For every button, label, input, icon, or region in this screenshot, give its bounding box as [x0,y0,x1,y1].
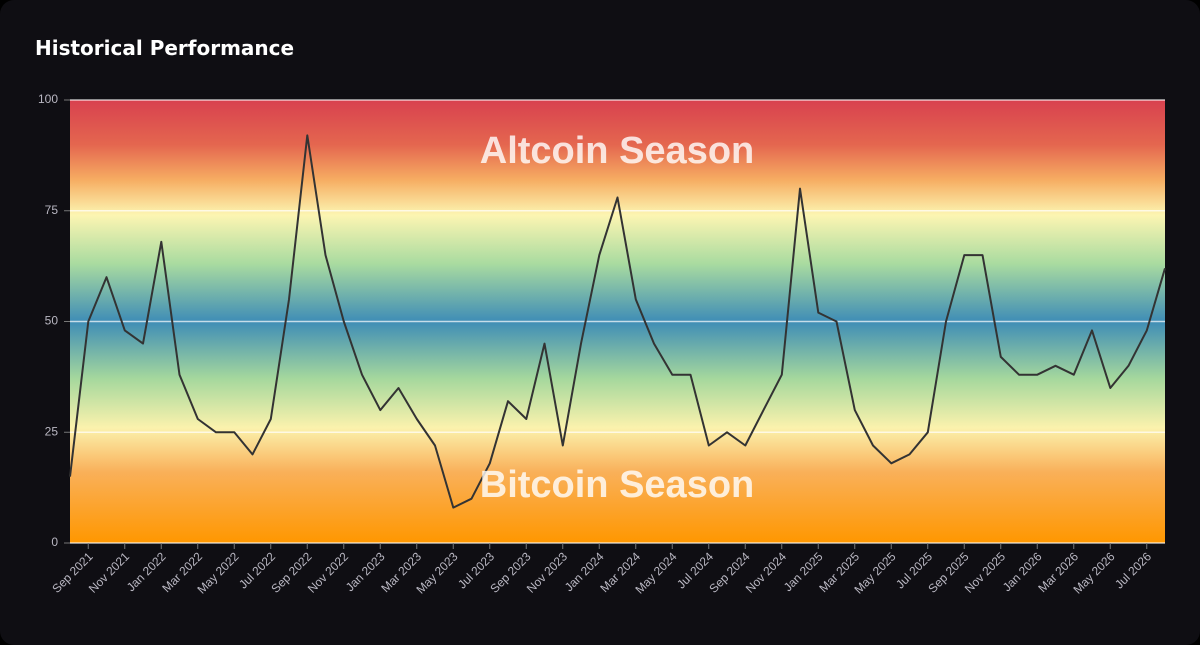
x-tick-label: Nov 2022 [305,549,351,595]
card-title: Historical Performance [35,36,295,60]
y-tick-label: 0 [51,535,58,549]
x-tick-label: Nov 2025 [962,549,1008,595]
y-tick-label: 25 [45,424,59,438]
x-tick-label: Jul 2026 [1112,549,1154,591]
x-tick-label: Nov 2021 [86,549,132,595]
y-tick-label: 100 [38,92,58,106]
x-tick-label: Nov 2023 [524,549,570,595]
y-tick-label: 75 [45,203,59,217]
series-line [69,134,1166,509]
y-tick-label: 50 [45,314,59,328]
x-tick-label: Nov 2024 [743,549,789,595]
annotation: Altcoin Season [480,130,755,172]
annotation: Bitcoin Season [480,464,755,506]
